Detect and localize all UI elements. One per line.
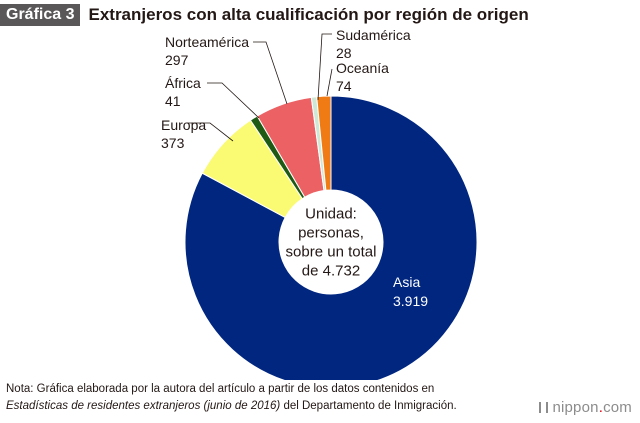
logo-text-left: nippon — [552, 399, 599, 416]
center-label-line-1: Unidad: — [305, 206, 357, 223]
slices-group — [184, 95, 478, 380]
label-name-europa: Europa — [161, 117, 206, 133]
label-value-norteamerica: 297 — [165, 52, 189, 68]
label-value-africa: 41 — [165, 93, 181, 109]
label-name-sudamerica: Sudamérica — [336, 27, 411, 43]
footnote-line-1: Nota: Gráfica elaborada por la autora de… — [6, 383, 435, 395]
label-value-oceania: 74 — [336, 78, 352, 94]
label-value-sudamerica: 28 — [336, 45, 352, 61]
slice-oceania — [316, 95, 332, 191]
label-value-asia: 3.919 — [393, 293, 428, 309]
center-label-line-3: sobre un total — [286, 244, 377, 261]
logo-dot: . — [598, 399, 604, 416]
leader-lines-group — [187, 33, 333, 142]
logo-icon — [539, 402, 549, 413]
slice-asia — [184, 95, 478, 380]
center-label-line-4: de 4.732 — [302, 263, 360, 280]
figure-badge: Gráfica 3 — [0, 4, 81, 26]
leader-europa — [187, 122, 234, 142]
leader-oceania — [326, 68, 333, 97]
label-name-asia: Asia — [393, 274, 420, 290]
leader-africa — [207, 82, 260, 119]
chart-title: Extranjeros con alta cualificación por r… — [88, 5, 529, 24]
footnote-source-title: Estadísticas de residentes extranjeros (… — [6, 400, 281, 412]
label-name-oceania: Oceanía — [336, 60, 389, 76]
footnote-line-2: Estadísticas de residentes extranjeros (… — [6, 398, 457, 415]
leader-sudamerica — [317, 33, 332, 101]
center-label-line-2: personas, — [298, 225, 364, 242]
footnote: Nota: Gráfica elaborada por la autora de… — [6, 381, 457, 415]
label-name-africa: África — [165, 75, 201, 91]
chart-header: Gráfica 3 Extranjeros con alta cualifica… — [0, 4, 529, 26]
logo-text-right: com — [603, 399, 632, 416]
center-label-group: Unidad: personas, sobre un total de 4.732 — [286, 206, 377, 280]
donut-chart: Asia 3.919 Europa 373 África 41 Norteamérica 29… — [161, 27, 478, 380]
label-value-europa: 373 — [161, 135, 185, 151]
footnote-source-rest: del Departamento de Inmigración. — [280, 400, 457, 412]
labels-group: Asia 3.919 Europa 373 África 41 Norteamérica 29… — [161, 27, 428, 309]
leader-norteamerica — [253, 41, 288, 105]
label-name-norteamerica: Norteamérica — [165, 34, 249, 50]
nippon-logo: nippon. com — [539, 399, 632, 416]
